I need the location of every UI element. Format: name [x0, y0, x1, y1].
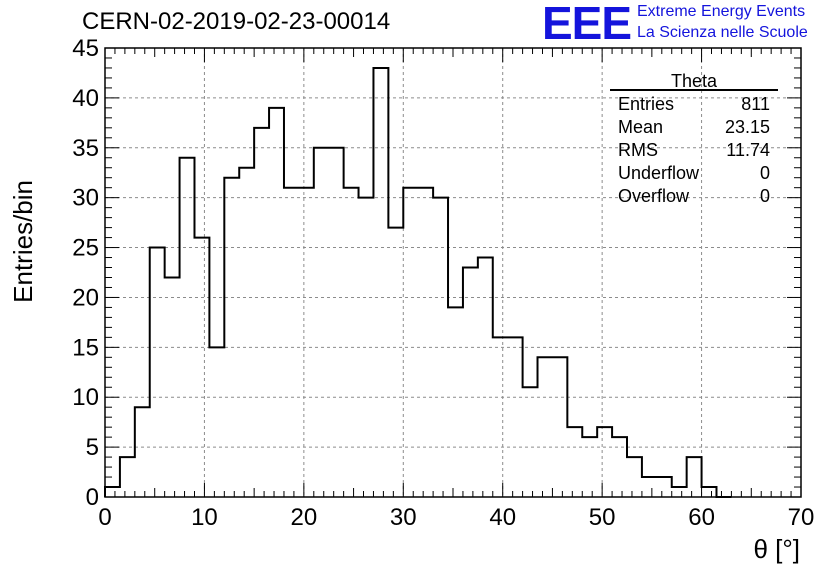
- histogram-bar: [612, 437, 627, 497]
- histogram-bar: [597, 427, 612, 497]
- chart-title: CERN-02-2019-02-23-00014: [82, 8, 391, 35]
- y-tick-label: 15: [72, 334, 99, 361]
- histogram-bar: [180, 158, 195, 497]
- y-tick-label: 5: [86, 434, 99, 461]
- histogram-bar: [344, 188, 359, 497]
- logo-line-1: Extreme Energy Events: [637, 3, 806, 20]
- histogram-bar: [150, 248, 165, 497]
- histogram-bar: [508, 337, 523, 497]
- histogram-bar: [463, 268, 478, 497]
- y-tick-label: 45: [72, 35, 99, 62]
- stats-box-title: Theta: [671, 71, 718, 91]
- axes: [104, 47, 802, 498]
- histogram-bar: [269, 108, 284, 497]
- y-tick-label: 30: [72, 185, 99, 212]
- stats-label: RMS: [618, 140, 658, 160]
- histogram-bar: [105, 487, 120, 497]
- histogram-bar: [299, 188, 314, 497]
- stats-label: Underflow: [618, 163, 700, 183]
- histogram-bar: [403, 188, 418, 497]
- y-tick-label: 25: [72, 235, 99, 262]
- y-tick-label: 20: [72, 284, 99, 311]
- x-tick-label: 30: [390, 504, 417, 531]
- y-tick-label: 10: [72, 384, 99, 411]
- histogram-bar: [135, 407, 150, 497]
- y-tick-label: 35: [72, 135, 99, 162]
- histogram-bar: [448, 307, 463, 497]
- histogram-bar: [194, 238, 209, 497]
- histogram-bar: [329, 148, 344, 497]
- histogram-bar: [314, 148, 329, 497]
- y-tick-label: 40: [72, 85, 99, 112]
- histogram-bar: [209, 347, 224, 497]
- histogram-outline: [104, 66, 732, 498]
- histogram-bar: [120, 457, 135, 497]
- x-tick-label: 10: [191, 504, 218, 531]
- stats-value: 23.15: [725, 117, 770, 137]
- histogram-bar: [493, 337, 508, 497]
- x-tick-label: 40: [489, 504, 516, 531]
- eee-logo-mark: EEE: [542, 0, 632, 49]
- histogram-bars: [104, 66, 732, 498]
- grid-lines: [105, 48, 801, 497]
- histogram-bar: [284, 188, 299, 497]
- histogram-bar: [538, 357, 553, 497]
- x-axis-label: θ [°]: [753, 534, 800, 564]
- histogram-bar: [627, 457, 642, 497]
- stats-label: Overflow: [618, 186, 690, 206]
- stats-box: Theta Entries 811 Mean 23.15 RMS 11.74 Underfl…: [610, 71, 778, 206]
- x-tick-label: 50: [589, 504, 616, 531]
- histogram-bar: [373, 68, 388, 497]
- histogram-bar: [523, 387, 538, 497]
- stats-label: Entries: [618, 94, 674, 114]
- histogram-bar: [687, 457, 702, 497]
- y-axis-label: Entries/bin: [8, 180, 38, 303]
- stats-value: 811: [741, 94, 770, 114]
- histogram-bar: [702, 487, 717, 497]
- logo-line-2: La Scienza nelle Scuole: [637, 24, 808, 41]
- histogram-bar: [418, 188, 433, 497]
- histogram-bar: [672, 487, 687, 497]
- histogram-bar: [254, 128, 269, 497]
- x-tick-label: 0: [98, 504, 111, 531]
- tick-labels: 0 10 20 30 40 50 60 70 0 5 10 15 20 25 30 35 40 45: [72, 35, 814, 531]
- histogram-bar: [552, 357, 567, 497]
- stats-value: 0: [760, 163, 770, 183]
- histogram-bar: [567, 427, 582, 497]
- histogram-bar: [388, 228, 403, 497]
- histogram-bar: [657, 477, 672, 497]
- histogram-bar: [642, 477, 657, 497]
- histogram-bar: [478, 258, 493, 497]
- stats-value: 11.74: [726, 140, 770, 160]
- x-tick-label: 20: [291, 504, 318, 531]
- y-tick-label: 0: [86, 484, 99, 511]
- x-tick-label: 60: [688, 504, 715, 531]
- histogram-bar: [165, 277, 180, 497]
- histogram-bar: [224, 178, 239, 497]
- stats-value: 0: [760, 186, 770, 206]
- stats-label: Mean: [618, 117, 663, 137]
- x-tick-label: 70: [788, 504, 815, 531]
- histogram-bar: [582, 437, 597, 497]
